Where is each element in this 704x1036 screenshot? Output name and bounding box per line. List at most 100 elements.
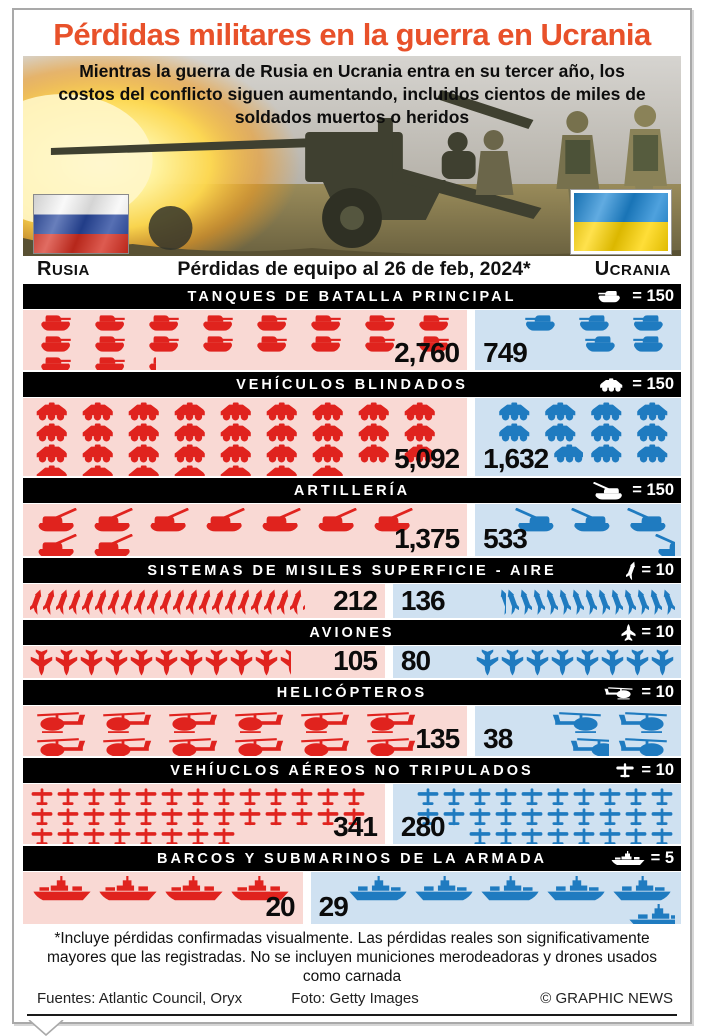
russia-value: 212 xyxy=(333,585,378,616)
russia-icon-grid xyxy=(23,706,467,756)
russia-losses-panel: 5,092 xyxy=(23,398,468,476)
icon-key: = 10 xyxy=(621,558,674,583)
icon-key: = 150 xyxy=(584,478,674,503)
russia-losses-panel: 20 xyxy=(23,872,303,924)
russia-icon-grid xyxy=(23,646,385,678)
icon-unit-label: = 150 xyxy=(632,375,674,393)
ukraine-value: 136 xyxy=(400,585,446,616)
russia-flag xyxy=(33,194,129,254)
russia-value: 20 xyxy=(265,891,295,922)
ukraine-losses-panel: 1,632 xyxy=(475,398,681,476)
category-uav: VEHÍUCLOS AÉREOS NO TRIPULADOS = 10 341 … xyxy=(23,758,681,844)
ukraine-label: UCRANIA xyxy=(594,257,671,280)
category-helicopters: HELICÓPTEROS = 10 135 38 xyxy=(23,680,681,756)
category-navy-ships: BARCOS Y SUBMARINOS DE LA ARMADA = 5 20 … xyxy=(23,846,681,924)
russia-icon-grid xyxy=(23,584,385,618)
russia-losses-panel: 212 xyxy=(23,584,385,618)
missile-icon xyxy=(626,561,636,580)
category-title: SISTEMAS DE MISILES SUPERFICIE - AIRE xyxy=(147,562,557,579)
icon-unit-label: = 5 xyxy=(650,849,674,867)
category-title: VEHÍUCLOS AÉREOS NO TRIPULADOS xyxy=(170,762,534,779)
ukraine-losses-panel: 749 xyxy=(475,310,681,370)
ukraine-losses-panel: 533 xyxy=(475,504,681,556)
russia-losses-panel: 2,760 xyxy=(23,310,468,370)
russia-value: 1,375 xyxy=(394,523,460,554)
category-header: SISTEMAS DE MISILES SUPERFICIE - AIRE = … xyxy=(23,558,681,583)
category-title: TANQUES DE BATALLA PRINCIPAL xyxy=(187,288,517,305)
category-title: AVIONES xyxy=(309,624,395,641)
footnote: *Incluye pérdidas confirmadas visualment… xyxy=(47,930,657,985)
sources-credit: Fuentes: Atlantic Council, Oryx xyxy=(37,989,243,1007)
icon-key: = 10 xyxy=(609,758,674,783)
icon-key: = 10 xyxy=(595,680,674,705)
ukraine-value: 749 xyxy=(483,337,528,368)
category-artillery: ARTILLERÍA = 150 1,375 533 xyxy=(23,478,681,556)
page-title: Pérdidas militares en la guerra en Ucran… xyxy=(53,17,651,52)
russia-losses-panel: 105 xyxy=(23,646,385,678)
russia-value: 341 xyxy=(333,811,378,842)
flags-caption-row: RUSIA Pérdidas de equipo al 26 de feb, 2… xyxy=(23,256,681,282)
russia-label: RUSIA xyxy=(37,257,90,280)
ukraine-value: 533 xyxy=(483,523,528,554)
category-header: VEHÍUCLOS AÉREOS NO TRIPULADOS = 10 xyxy=(23,758,681,783)
tank-icon xyxy=(591,290,627,304)
ukraine-losses-panel: 29 xyxy=(310,872,681,924)
ukraine-value: 38 xyxy=(483,723,513,754)
war-photo: Mientras la guerra de Rusia en Ucrania e… xyxy=(23,56,681,256)
speech-bubble-tail xyxy=(28,1019,64,1036)
russia-value: 135 xyxy=(415,723,460,754)
armored-vehicle-icon xyxy=(595,378,627,392)
icon-unit-label: = 150 xyxy=(632,287,674,305)
category-title: HELICÓPTEROS xyxy=(276,684,428,701)
russia-value: 5,092 xyxy=(394,443,460,474)
category-header: HELICÓPTEROS = 10 xyxy=(23,680,681,705)
artillery-icon xyxy=(589,482,627,500)
category-title: BARCOS Y SUBMARINOS DE LA ARMADA xyxy=(156,850,548,867)
ukraine-value: 1,632 xyxy=(483,443,549,474)
category-header: ARTILLERÍA = 150 xyxy=(23,478,681,503)
ukraine-value: 29 xyxy=(318,891,349,922)
icon-unit-label: = 10 xyxy=(641,683,674,701)
category-title: VEHÍCULOS BLINDADOS xyxy=(236,376,468,393)
icon-unit-label: = 150 xyxy=(632,481,674,499)
ukraine-value: 80 xyxy=(400,646,431,676)
ukraine-icon-grid xyxy=(311,872,681,924)
icon-unit-label: = 10 xyxy=(641,761,674,779)
russia-icon-grid xyxy=(23,784,385,844)
icon-unit-label: = 10 xyxy=(641,623,674,641)
icon-key: = 5 xyxy=(604,846,674,871)
ukraine-icon-grid xyxy=(393,646,681,678)
russia-value: 2,760 xyxy=(394,337,460,368)
ukraine-losses-panel: 80 xyxy=(392,646,681,678)
warship-icon xyxy=(610,851,646,866)
icon-key: = 150 xyxy=(586,284,674,309)
category-header: TANQUES DE BATALLA PRINCIPAL = 150 xyxy=(23,284,681,309)
category-title: ARTILLERÍA xyxy=(293,482,411,499)
category-header: VEHÍCULOS BLINDADOS = 150 xyxy=(23,372,681,397)
date-heading: Pérdidas de equipo al 26 de feb, 2024* xyxy=(177,257,531,280)
subtitle: Mientras la guerra de Rusia en Ucrania e… xyxy=(58,61,646,128)
ukraine-value: 280 xyxy=(400,811,446,842)
credits-row: Fuentes: Atlantic Council, Oryx Foto: Ge… xyxy=(27,990,677,1016)
helicopter-icon xyxy=(600,686,636,700)
category-header: AVIONES = 10 xyxy=(23,620,681,645)
ukraine-losses-panel: 280 xyxy=(392,784,681,844)
russia-losses-panel: 1,375 xyxy=(23,504,468,556)
ukraine-losses-panel: 136 xyxy=(392,584,681,618)
infographic-card: Pérdidas militares en la guerra en Ucran… xyxy=(12,8,692,1036)
category-sam-systems: SISTEMAS DE MISILES SUPERFICIE - AIRE = … xyxy=(23,558,681,618)
icon-key: = 150 xyxy=(590,372,674,397)
russia-value: 105 xyxy=(333,646,378,676)
drone-icon xyxy=(614,763,636,778)
category-aircraft: AVIONES = 10 105 80 xyxy=(23,620,681,678)
category-armored-vehicles: VEHÍCULOS BLINDADOS = 150 5,092 1,632 xyxy=(23,372,681,476)
category-tanks: TANQUES DE BATALLA PRINCIPAL = 150 2,760… xyxy=(23,284,681,370)
copyright-credit: © GRAPHIC NEWS xyxy=(540,989,673,1007)
ukraine-losses-panel: 38 xyxy=(475,706,681,756)
ukraine-flag xyxy=(570,189,672,255)
russia-losses-panel: 135 xyxy=(23,706,468,756)
photo-credit: Foto: Getty Images xyxy=(291,989,419,1007)
categories-list: TANQUES DE BATALLA PRINCIPAL = 150 2,760… xyxy=(23,284,681,924)
russia-icon-grid xyxy=(23,872,303,906)
icon-unit-label: = 10 xyxy=(641,561,674,579)
